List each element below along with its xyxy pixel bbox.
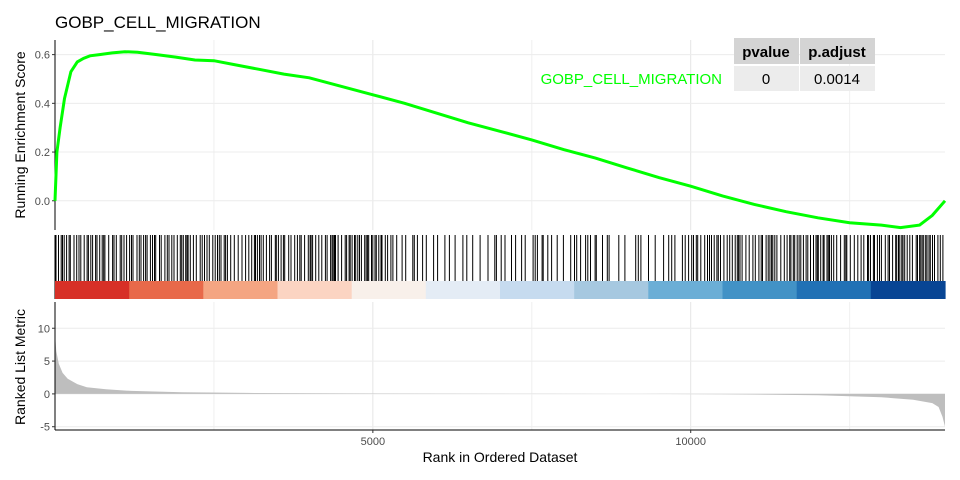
enrichment-score-line: [53, 50, 947, 230]
results-table: pvalue p.adjust GOBP_CELL_MIGRATION 0 0.…: [541, 38, 875, 91]
x-tick-label: 10000: [675, 436, 706, 448]
y-tick-label: 5: [44, 356, 50, 368]
colorbar-segment: [203, 281, 279, 299]
colorbar-segment: [648, 281, 724, 299]
colorbar-segment: [870, 281, 946, 299]
gene-hit-bars: [55, 235, 944, 281]
table-value-cell: [734, 66, 799, 91]
colorbar-segment: [796, 281, 872, 299]
rank-colorbar: [55, 281, 946, 299]
colorbar-segment: [351, 281, 427, 299]
y-tick-label: 0.6: [35, 50, 50, 62]
y-tick-label: 0: [44, 389, 50, 401]
enrichment-y-ticks: 0.0 0.2 0.4 0.6: [35, 50, 55, 208]
y-tick-label: 0.4: [35, 98, 50, 110]
ranked-grid: [55, 302, 945, 430]
table-header-pvalue: pvalue: [742, 44, 790, 61]
colorbar-segment: [574, 281, 649, 299]
enrichment-panel: 0.0 0.2 0.4 0.6 Running Enrichment Score: [12, 40, 947, 230]
chart-title: GOBP_CELL_MIGRATION: [55, 13, 261, 32]
x-axis-title: Rank in Ordered Dataset: [423, 449, 578, 465]
table-row-label: GOBP_CELL_MIGRATION: [541, 71, 722, 88]
table-value-pvalue: 0: [762, 71, 770, 88]
y-tick-label: 0.2: [35, 147, 50, 159]
table-header-cell: [734, 38, 799, 64]
colorbar-segment: [722, 281, 798, 299]
x-tick-label: 5000: [361, 436, 385, 448]
colorbar-segment: [500, 281, 575, 299]
ranked-list-panel: -5 0 5 10 5000 10000 Ranked List Metric Rank…: [12, 302, 945, 465]
colorbar-segment: [277, 281, 353, 299]
table-value-cell: [800, 66, 875, 91]
ranked-list-area: [55, 334, 945, 427]
x-ticks: 5000 10000: [361, 430, 706, 448]
enrichment-y-axis-title: Running Enrichment Score: [12, 51, 28, 219]
y-tick-label: -5: [40, 422, 50, 434]
table-value-padjust: 0.0014: [814, 71, 860, 88]
y-tick-label: 0.0: [35, 196, 50, 208]
table-header-cell: [800, 38, 875, 64]
colorbar-segment: [129, 281, 204, 299]
table-header-padjust: p.adjust: [808, 44, 866, 61]
colorbar-segment: [55, 281, 130, 299]
ranked-y-ticks: -5 0 5 10: [38, 323, 55, 434]
y-tick-label: 10: [38, 323, 50, 335]
ranked-y-axis-title: Ranked List Metric: [12, 309, 28, 425]
colorbar-segment: [425, 281, 501, 299]
gene-hits-panel: [54, 235, 946, 299]
